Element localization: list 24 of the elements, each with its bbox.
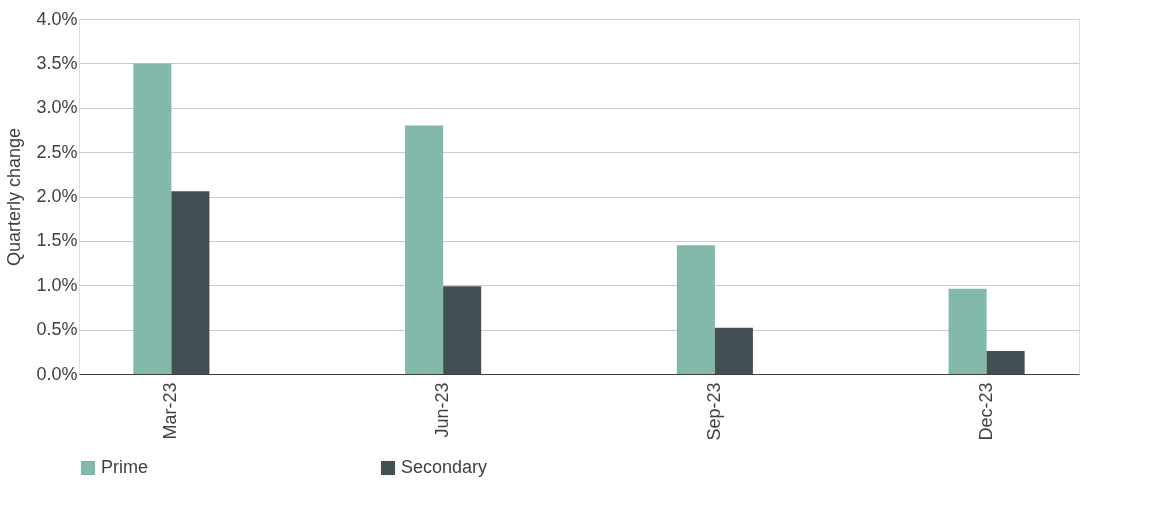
y-tick-label: 4.0% <box>36 8 78 29</box>
y-tick-label: 1.0% <box>36 274 78 295</box>
y-axis-title: Quarterly change <box>4 127 25 267</box>
y-tick-label: 0.5% <box>36 319 78 340</box>
bar <box>443 286 482 374</box>
bar <box>405 125 444 374</box>
y-tick-label: 3.0% <box>36 97 78 118</box>
bar <box>133 63 172 374</box>
x-tick-label: Sep-23 <box>703 382 724 441</box>
legend-label: Prime <box>101 457 149 477</box>
y-tick-label: 2.5% <box>36 141 78 162</box>
y-tick-label: 1.5% <box>36 230 78 251</box>
bar <box>676 245 715 374</box>
x-tick-label: Dec-23 <box>975 382 996 441</box>
x-tick-label: Jun-23 <box>432 382 453 438</box>
legend-label: Secondary <box>401 457 488 477</box>
bar <box>986 350 1025 374</box>
y-tick-label: 3.5% <box>36 52 78 73</box>
x-tick-label: Mar-23 <box>160 382 181 440</box>
bar <box>714 327 753 374</box>
y-tick-label: 0.0% <box>36 363 78 384</box>
bar <box>948 288 987 374</box>
bar <box>171 191 210 374</box>
y-tick-label: 2.0% <box>36 186 78 206</box>
